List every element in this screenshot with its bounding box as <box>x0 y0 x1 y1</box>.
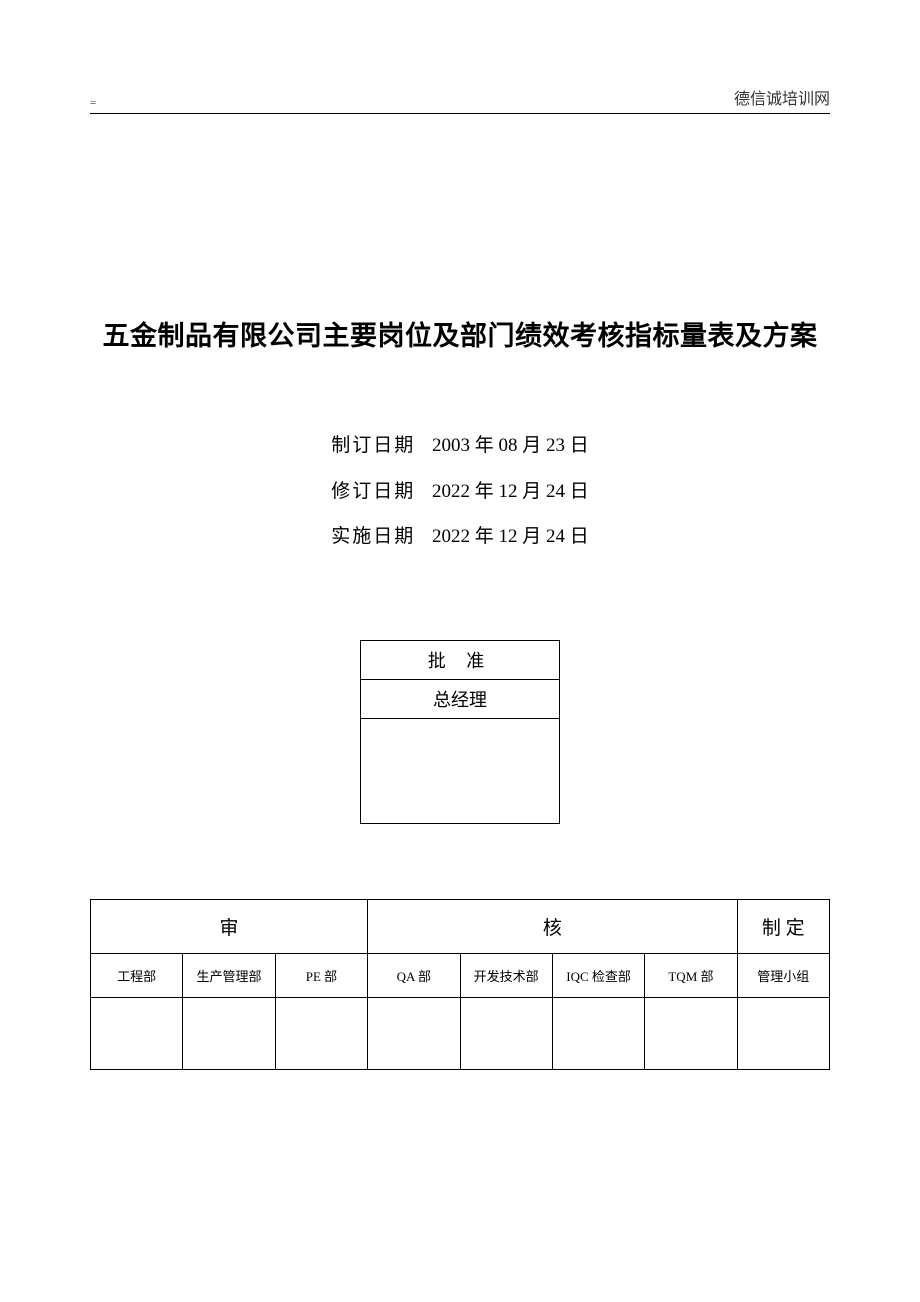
dept-cell: IQC 检查部 <box>552 953 644 997</box>
review-header: 审 <box>91 899 368 953</box>
signature-cell <box>183 997 275 1069</box>
approval-table: 批 准 总经理 <box>360 640 560 824</box>
table-row <box>361 718 560 823</box>
establish-label: 制 定 <box>762 918 805 939</box>
table-row: 批 准 <box>361 640 560 679</box>
effective-date-row: 实施日期 2022 年 12 月 24 日 <box>331 514 589 560</box>
document-title: 五金制品有限公司主要岗位及部门绩效考核指标量表及方案 <box>90 314 830 353</box>
signature-cell <box>91 997 183 1069</box>
signature-cell <box>368 997 460 1069</box>
table-row <box>91 997 830 1069</box>
revised-date-row: 修订日期 2022 年 12 月 24 日 <box>331 469 589 515</box>
header-right-text: 德信诚培训网 <box>734 85 830 109</box>
dept-cell: 生产管理部 <box>183 953 275 997</box>
revised-date-label: 修订日期 <box>331 469 415 515</box>
signature-cell <box>275 997 367 1069</box>
header-left-mark: = <box>90 97 96 109</box>
dept-cell: 工程部 <box>91 953 183 997</box>
establish-header: 制 定 <box>737 899 829 953</box>
dept-cell: TQM 部 <box>645 953 737 997</box>
audit-table: 审 核 制 定 工程部 生产管理部 PE 部 QA 部 开发技术部 IQC 检查… <box>90 899 830 1070</box>
dept-cell: QA 部 <box>368 953 460 997</box>
created-date-label: 制订日期 <box>331 423 415 469</box>
signature-cell <box>737 997 829 1069</box>
table-row: 总经理 <box>361 679 560 718</box>
review-label: 审 <box>220 918 239 939</box>
signature-cell <box>552 997 644 1069</box>
created-date-value: 2003 年 08 月 23 日 <box>432 423 589 469</box>
dates-section: 制订日期 2003 年 08 月 23 日 修订日期 2022 年 12 月 2… <box>90 423 830 560</box>
header-divider: = 德信诚培训网 <box>90 90 830 114</box>
revised-date-value: 2022 年 12 月 24 日 <box>432 469 589 515</box>
effective-date-label: 实施日期 <box>331 514 415 560</box>
created-date-row: 制订日期 2003 年 08 月 23 日 <box>331 423 589 469</box>
table-row: 工程部 生产管理部 PE 部 QA 部 开发技术部 IQC 检查部 TQM 部 … <box>91 953 830 997</box>
check-header: 核 <box>368 899 738 953</box>
check-label: 核 <box>543 918 562 939</box>
table-row: 审 核 制 定 <box>91 899 830 953</box>
dept-cell: 管理小组 <box>737 953 829 997</box>
signature-cell <box>460 997 552 1069</box>
approval-label: 批 准 <box>361 640 560 679</box>
effective-date-value: 2022 年 12 月 24 日 <box>432 514 589 560</box>
dept-cell: 开发技术部 <box>460 953 552 997</box>
approval-role: 总经理 <box>361 679 560 718</box>
page-container: = 德信诚培训网 五金制品有限公司主要岗位及部门绩效考核指标量表及方案 制订日期… <box>0 0 920 1160</box>
signature-cell <box>645 997 737 1069</box>
dept-cell: PE 部 <box>275 953 367 997</box>
approval-signature-cell <box>361 718 560 823</box>
